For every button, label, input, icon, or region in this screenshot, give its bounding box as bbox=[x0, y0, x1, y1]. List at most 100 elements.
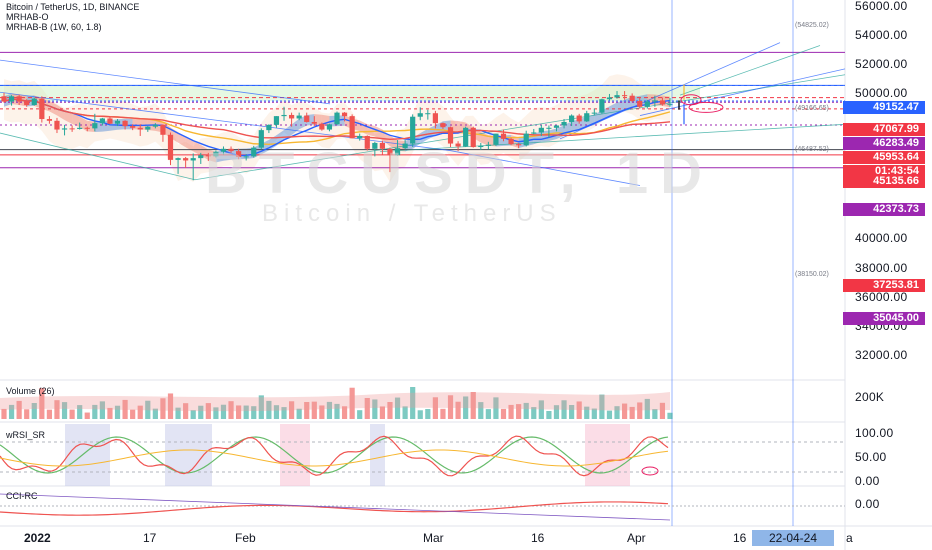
rsi-highlight-band bbox=[65, 424, 110, 486]
trend-line bbox=[194, 74, 846, 181]
green-zone bbox=[0, 85, 700, 102]
candle-body bbox=[8, 96, 15, 102]
candle-body bbox=[46, 119, 53, 121]
ribbon-segment bbox=[617, 99, 625, 114]
time-label-feb: Feb bbox=[235, 531, 256, 545]
volume-bar bbox=[31, 403, 37, 419]
candle-body bbox=[122, 120, 128, 127]
candle-body bbox=[341, 112, 348, 117]
volume-bar bbox=[447, 395, 454, 419]
candle-body bbox=[349, 116, 355, 139]
volume-bar bbox=[523, 402, 529, 419]
volume-bar bbox=[69, 409, 75, 419]
candle-body bbox=[99, 118, 105, 124]
candle-body bbox=[455, 143, 461, 147]
level-note-46487: (46487.52) bbox=[795, 146, 829, 153]
candle-body bbox=[606, 97, 613, 100]
volume-bar bbox=[599, 394, 605, 419]
ribbon-segment bbox=[193, 140, 201, 156]
volume-bar bbox=[220, 404, 227, 419]
volume-bar bbox=[387, 402, 393, 419]
candle-body bbox=[644, 101, 650, 107]
rsi-axis-100: 100.00 bbox=[855, 426, 894, 440]
volume-bar bbox=[493, 397, 499, 419]
price-tag: 01:43:54 bbox=[843, 165, 925, 178]
ribbon-segment bbox=[291, 118, 300, 136]
rsi-label[interactable]: wRSI_SR bbox=[6, 430, 46, 440]
candle-body bbox=[92, 123, 98, 129]
ribbon-segment bbox=[72, 113, 80, 128]
volume-bar bbox=[470, 392, 476, 419]
candle-body bbox=[500, 133, 507, 139]
volume-bar bbox=[334, 403, 340, 419]
rsi-axis-50: 50.00 bbox=[855, 450, 887, 464]
ribbon-segment bbox=[382, 129, 390, 147]
volume-ma-band bbox=[0, 392, 670, 412]
volume-bar bbox=[485, 409, 491, 419]
price-tag: 49152.47 bbox=[843, 101, 925, 114]
candle-body bbox=[402, 143, 408, 149]
candle-body bbox=[236, 151, 242, 157]
volume-bar bbox=[99, 401, 105, 419]
candle-body bbox=[470, 127, 476, 148]
volume-bar bbox=[258, 395, 264, 419]
indicator-mrhab-b[interactable]: MRHAB-B (1W, 60, 1.8) bbox=[6, 22, 102, 32]
candle-body bbox=[243, 156, 249, 158]
rsi-red-line bbox=[0, 435, 669, 477]
candle-body bbox=[569, 115, 575, 122]
cci-pane bbox=[0, 493, 845, 521]
volume-bar bbox=[463, 396, 469, 419]
candle-body bbox=[485, 144, 491, 146]
volume-bar bbox=[8, 404, 15, 419]
volume-bar bbox=[130, 409, 136, 419]
ma-red bbox=[3, 98, 671, 141]
indicator-mrhab-o[interactable]: MRHAB-O bbox=[6, 12, 49, 22]
volume-bar bbox=[326, 401, 333, 419]
candle-body bbox=[266, 124, 272, 131]
volume-bar bbox=[296, 408, 302, 419]
price-tag: 45135.66 bbox=[843, 175, 925, 188]
cci-label[interactable]: CCI-RC bbox=[6, 491, 38, 501]
candle-body bbox=[152, 124, 158, 127]
candle-body bbox=[516, 144, 522, 146]
volume-bar bbox=[92, 404, 98, 419]
candle-body bbox=[553, 125, 560, 128]
candle-body bbox=[24, 101, 30, 106]
volume-pane bbox=[0, 387, 673, 419]
volume-bar bbox=[621, 403, 628, 419]
candle-body bbox=[561, 121, 567, 126]
price-axis-label: 32000.00 bbox=[855, 348, 908, 362]
volume-bar bbox=[311, 401, 317, 419]
candle-body bbox=[364, 135, 370, 149]
candle-body bbox=[659, 100, 666, 105]
candle-body bbox=[183, 158, 189, 161]
level-note-54825: (54825.02) bbox=[795, 22, 829, 29]
candle-body bbox=[311, 121, 317, 124]
volume-bar bbox=[667, 412, 673, 419]
candle-body bbox=[130, 126, 136, 128]
rsi-green-line bbox=[0, 436, 669, 474]
volume-label[interactable]: Volume (26) bbox=[6, 386, 55, 396]
volume-bar bbox=[167, 393, 174, 419]
volume-bar bbox=[114, 405, 121, 419]
candle-body bbox=[432, 113, 438, 124]
candle-body bbox=[667, 104, 673, 106]
cci-red-line bbox=[0, 501, 669, 516]
time-cursor-label: 22-04-24 bbox=[752, 530, 834, 546]
candle-body bbox=[167, 134, 174, 160]
candle-body bbox=[114, 120, 121, 124]
volume-bar bbox=[576, 401, 582, 419]
volume-bar bbox=[273, 405, 280, 419]
time-axis-tail: a bbox=[846, 531, 853, 545]
candle-body bbox=[599, 99, 605, 113]
candle-body bbox=[447, 127, 454, 144]
volume-bar bbox=[531, 407, 537, 419]
symbol-title[interactable]: Bitcoin / TetherUS, 1D, BINANCE bbox=[6, 2, 140, 12]
volume-bar bbox=[281, 407, 287, 419]
candle-body bbox=[175, 158, 181, 160]
price-axis-label: 52000.00 bbox=[855, 57, 908, 71]
candle-body bbox=[440, 123, 446, 128]
candle-body bbox=[84, 127, 90, 129]
time-label-17: 17 bbox=[143, 531, 157, 545]
